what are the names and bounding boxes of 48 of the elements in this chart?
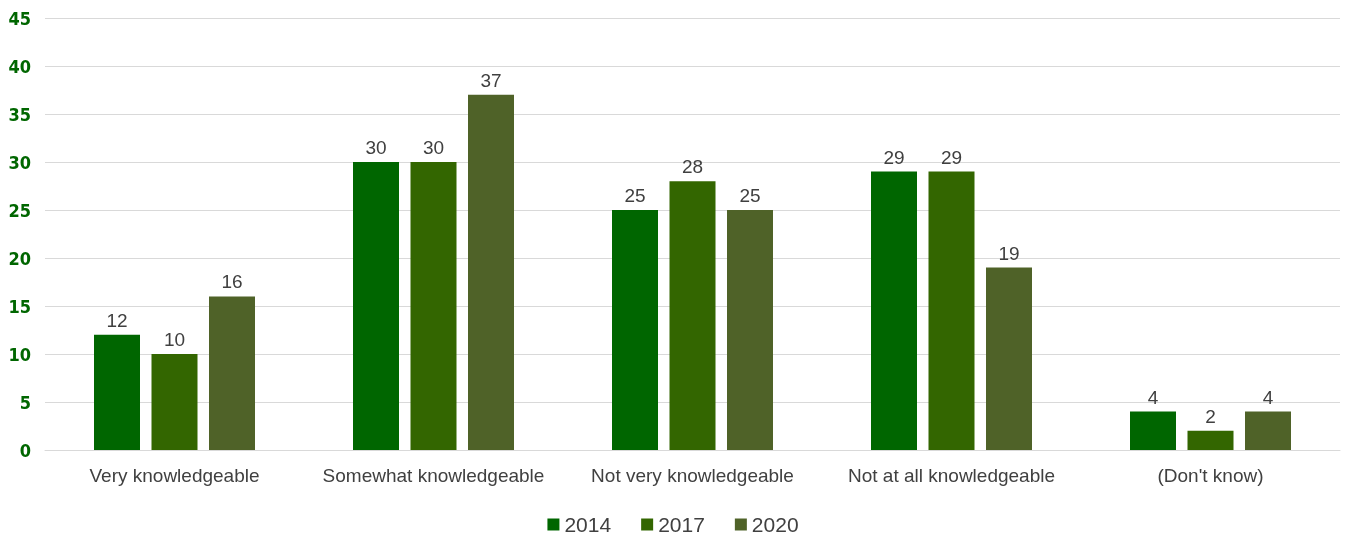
data-label: 29: [940, 146, 963, 168]
y-tick-label: 45: [8, 7, 31, 29]
legend-label: 2014: [564, 513, 612, 536]
bar: [1245, 411, 1291, 450]
bar: [871, 171, 917, 450]
data-label: 30: [422, 137, 445, 158]
bar: [928, 171, 975, 450]
data-label: 12: [106, 309, 128, 331]
x-tick-label: Somewhat knowledgeable: [322, 465, 545, 486]
x-tick-label: Not at all knowledgeable: [847, 465, 1056, 486]
y-tick-label: 0: [19, 439, 31, 461]
bar: [1187, 430, 1234, 450]
y-tick-label: 20: [8, 247, 31, 269]
data-label: 19: [998, 242, 1020, 264]
bar: [468, 94, 514, 450]
bar: [151, 354, 198, 450]
x-tick-label: Very knowledgeable: [89, 465, 260, 486]
legend-label: 2020: [751, 513, 799, 536]
bar: [612, 210, 658, 450]
data-label: 10: [163, 329, 186, 350]
bar: [410, 162, 457, 450]
x-tick-label: Not very knowledgeable: [591, 465, 794, 486]
data-label: 28: [681, 156, 704, 178]
bar: [353, 162, 399, 450]
data-label: 25: [739, 185, 761, 206]
bar: [986, 267, 1032, 450]
bar: [669, 181, 716, 450]
data-label: 30: [365, 137, 387, 158]
data-label: 4: [1262, 386, 1274, 408]
y-tick-label: 15: [8, 295, 31, 317]
y-tick-label: 30: [8, 151, 31, 173]
y-tick-label: 35: [8, 103, 31, 125]
bar: [727, 210, 773, 450]
y-tick-label: 5: [19, 391, 31, 413]
y-tick-label: 40: [8, 55, 31, 77]
bar: [94, 334, 140, 450]
data-label: 2: [1205, 405, 1216, 427]
data-label: 37: [480, 69, 502, 91]
legend-label: 2017: [658, 513, 705, 536]
data-label: 4: [1147, 386, 1159, 408]
data-label: 25: [624, 185, 646, 206]
data-label: 16: [221, 271, 243, 293]
bar: [209, 296, 255, 450]
y-tick-label: 10: [8, 343, 31, 365]
data-label: 29: [883, 146, 905, 168]
bar: [1130, 411, 1176, 450]
x-tick-label: (Don't know): [1157, 465, 1264, 486]
y-tick-label: 25: [8, 199, 31, 221]
